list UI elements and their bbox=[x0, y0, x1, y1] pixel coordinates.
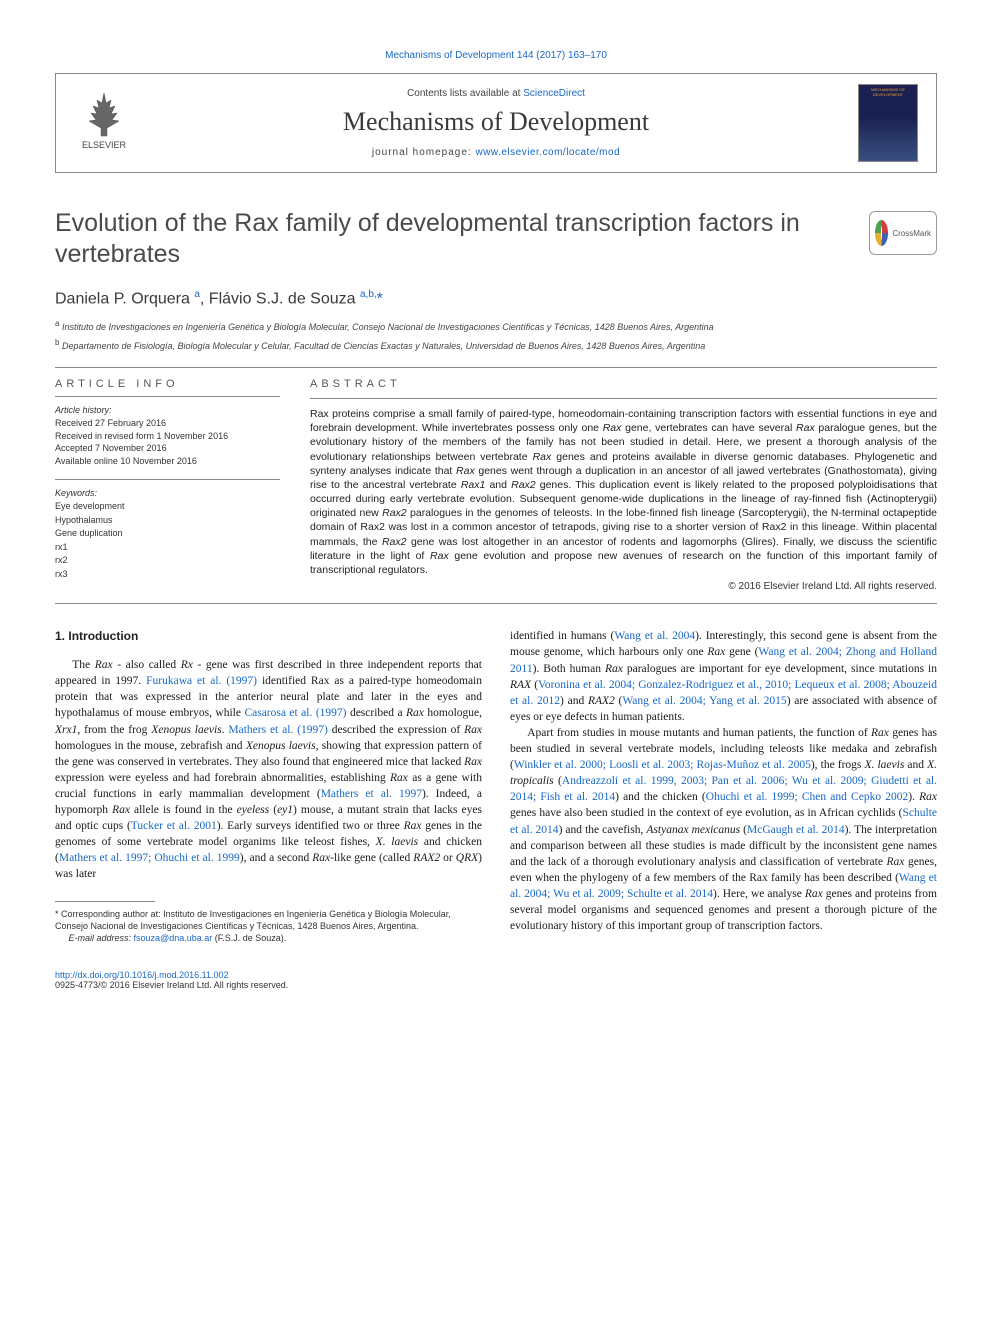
elsevier-label: ELSEVIER bbox=[82, 140, 126, 150]
title-row: Evolution of the Rax family of developme… bbox=[55, 208, 937, 271]
elsevier-logo: ELSEVIER bbox=[74, 88, 134, 158]
affil-sup: b bbox=[55, 338, 59, 347]
abstract-header: abstract bbox=[310, 378, 937, 390]
divider bbox=[310, 398, 937, 399]
affiliations: a Instituto de Investigaciones en Ingeni… bbox=[55, 318, 937, 353]
affil-text: Instituto de Investigaciones en Ingenier… bbox=[62, 322, 714, 332]
email-link[interactable]: fsouza@dna.uba.ar bbox=[134, 933, 213, 943]
homepage-line: journal homepage: www.elsevier.com/locat… bbox=[134, 147, 858, 158]
keyword: rx1 bbox=[55, 541, 280, 555]
header-center: Contents lists available at ScienceDirec… bbox=[134, 88, 858, 158]
cover-title: MECHANISMS OF DEVELOPMENT bbox=[861, 87, 915, 97]
affiliation-b: b Departamento de Fisiología, Biología M… bbox=[55, 337, 937, 353]
history-line: Received 27 February 2016 bbox=[55, 417, 280, 430]
email-label: E-mail address: bbox=[69, 933, 132, 943]
journal-cover-thumbnail: MECHANISMS OF DEVELOPMENT bbox=[858, 84, 918, 162]
section-title: Introduction bbox=[68, 629, 138, 643]
body-two-column: 1. Introduction The Rax - also called Rx… bbox=[55, 628, 937, 944]
article-info-header: article info bbox=[55, 378, 280, 390]
abstract-text: Rax proteins comprise a small family of … bbox=[310, 407, 937, 577]
email-footnote: E-mail address: fsouza@dna.uba.ar (F.S.J… bbox=[55, 932, 482, 944]
history-label: Article history: bbox=[55, 405, 280, 415]
keywords-label: Keywords: bbox=[55, 488, 280, 498]
body-column-right: identified in humans (Wang et al. 2004).… bbox=[510, 628, 937, 944]
footnote-rule bbox=[55, 901, 155, 902]
keyword: rx3 bbox=[55, 568, 280, 582]
author-list: Daniela P. Orquera a, Flávio S.J. de Sou… bbox=[55, 289, 937, 308]
divider bbox=[55, 367, 937, 368]
keyword: rx2 bbox=[55, 554, 280, 568]
affiliation-a: a Instituto de Investigaciones en Ingeni… bbox=[55, 318, 937, 334]
keyword: Gene duplication bbox=[55, 527, 280, 541]
section-heading: 1. Introduction bbox=[55, 628, 482, 645]
abstract-column: abstract Rax proteins comprise a small f… bbox=[310, 378, 937, 593]
affil-sup: a bbox=[55, 319, 59, 328]
body-paragraph: The Rax - also called Rx - gene was firs… bbox=[55, 657, 482, 882]
email-author-name: (F.S.J. de Souza). bbox=[215, 933, 287, 943]
homepage-link[interactable]: www.elsevier.com/locate/mod bbox=[475, 147, 620, 158]
article-info-column: article info Article history: Received 2… bbox=[55, 378, 280, 593]
crossmark-icon bbox=[875, 220, 888, 246]
homepage-prefix: journal homepage: bbox=[372, 147, 476, 158]
history-line: Received in revised form 1 November 2016 bbox=[55, 430, 280, 443]
body-column-left: 1. Introduction The Rax - also called Rx… bbox=[55, 628, 482, 944]
keywords-block: Keywords: Eye development Hypothalamus G… bbox=[55, 488, 280, 581]
crossmark-label: CrossMark bbox=[892, 229, 931, 238]
keyword: Eye development bbox=[55, 500, 280, 514]
contents-line: Contents lists available at ScienceDirec… bbox=[134, 88, 858, 99]
issn-copyright: 0925-4773/© 2016 Elsevier Ireland Ltd. A… bbox=[55, 980, 937, 990]
section-number: 1. bbox=[55, 629, 65, 643]
crossmark-badge[interactable]: CrossMark bbox=[869, 211, 937, 255]
keyword: Hypothalamus bbox=[55, 514, 280, 528]
corresponding-author-footnote: * Corresponding author at: Instituto de … bbox=[55, 908, 482, 932]
citation-link[interactable]: Mechanisms of Development 144 (2017) 163… bbox=[385, 50, 607, 61]
divider bbox=[55, 479, 280, 480]
abstract-copyright: © 2016 Elsevier Ireland Ltd. All rights … bbox=[310, 581, 937, 592]
body-paragraph: identified in humans (Wang et al. 2004).… bbox=[510, 628, 937, 725]
affil-text: Departamento de Fisiología, Biología Mol… bbox=[62, 341, 705, 351]
contents-prefix: Contents lists available at bbox=[407, 88, 523, 99]
divider bbox=[55, 396, 280, 397]
body-paragraph: Apart from studies in mouse mutants and … bbox=[510, 725, 937, 934]
divider bbox=[55, 603, 937, 604]
article-history-block: Article history: Received 27 February 20… bbox=[55, 405, 280, 467]
history-line: Accepted 7 November 2016 bbox=[55, 442, 280, 455]
history-line: Available online 10 November 2016 bbox=[55, 455, 280, 468]
footer-block: http://dx.doi.org/10.1016/j.mod.2016.11.… bbox=[55, 970, 937, 990]
info-abstract-row: article info Article history: Received 2… bbox=[55, 378, 937, 593]
doi-link[interactable]: http://dx.doi.org/10.1016/j.mod.2016.11.… bbox=[55, 970, 228, 980]
elsevier-tree-icon bbox=[79, 88, 129, 138]
journal-header-box: ELSEVIER Contents lists available at Sci… bbox=[55, 73, 937, 173]
article-title: Evolution of the Rax family of developme… bbox=[55, 208, 849, 271]
sciencedirect-link[interactable]: ScienceDirect bbox=[523, 88, 585, 99]
journal-name: Mechanisms of Development bbox=[134, 107, 858, 137]
citation-header: Mechanisms of Development 144 (2017) 163… bbox=[55, 50, 937, 61]
